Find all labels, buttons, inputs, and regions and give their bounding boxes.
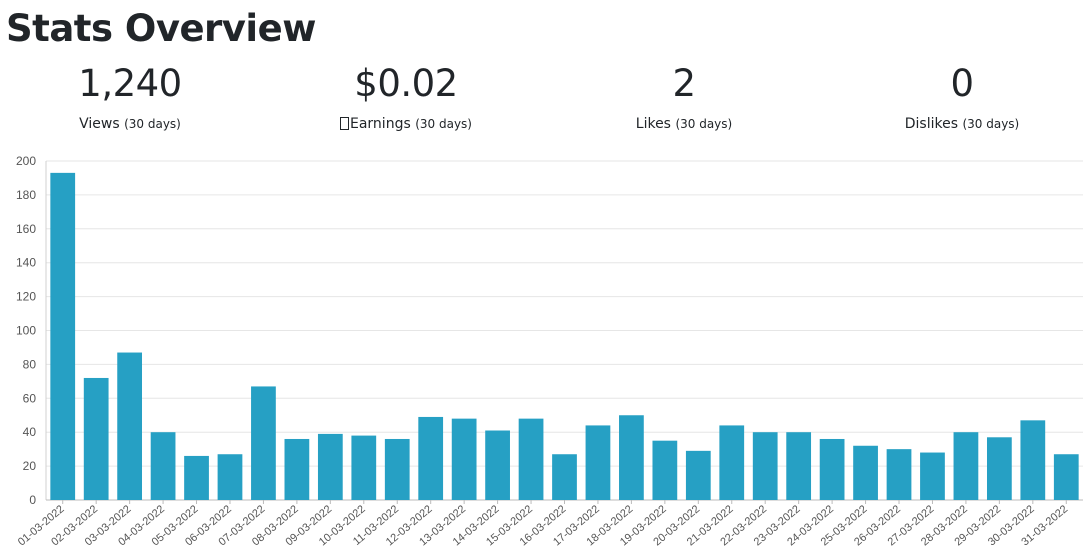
bar[interactable] (619, 415, 644, 500)
views-bar-chart: 02040608010012014016018020001-03-202202-… (16, 154, 1083, 548)
earnings-value: $0.02 (354, 62, 458, 105)
earnings-caption: Earnings (30 days) (276, 116, 536, 132)
views-period: (30 days) (124, 117, 181, 131)
bar[interactable] (284, 438, 310, 500)
y-tick-label: 100 (16, 324, 36, 338)
views-caption: Views (30 days) (0, 116, 260, 132)
bar[interactable] (418, 416, 444, 500)
views-value: 1,240 (78, 62, 182, 105)
bar[interactable] (853, 445, 878, 500)
bar[interactable] (351, 435, 377, 500)
stat-dislikes: 0 Dislikes (30 days) (832, 58, 1086, 132)
bar[interactable] (585, 425, 611, 500)
y-tick-label: 80 (23, 357, 37, 371)
bar[interactable] (485, 430, 510, 500)
bar[interactable] (251, 386, 276, 500)
stat-views: 1,240 Views (30 days) (0, 58, 260, 132)
bar[interactable] (451, 418, 477, 500)
bar[interactable] (50, 172, 76, 501)
bar[interactable] (1020, 420, 1046, 500)
bar[interactable] (719, 425, 745, 500)
bar[interactable] (150, 432, 176, 500)
bar[interactable] (685, 450, 711, 500)
dislikes-period: (30 days) (962, 117, 1020, 131)
bar[interactable] (217, 454, 243, 500)
bar[interactable] (518, 418, 544, 500)
dislikes-caption: Dislikes (30 days) (832, 116, 1086, 132)
bar[interactable] (184, 455, 209, 500)
y-tick-label: 180 (16, 188, 36, 202)
bar[interactable] (920, 452, 945, 500)
views-label: Views (79, 116, 120, 132)
earnings-label: Earnings (350, 116, 411, 132)
likes-caption: Likes (30 days) (554, 116, 814, 132)
bar[interactable] (552, 454, 577, 500)
y-tick-label: 120 (16, 290, 36, 304)
page-title: Stats Overview (6, 7, 316, 50)
dislikes-value: 0 (950, 62, 974, 105)
dislikes-label: Dislikes (904, 116, 959, 132)
earnings-icon (340, 117, 349, 130)
bar[interactable] (819, 438, 845, 500)
y-tick-label: 140 (16, 256, 36, 270)
bar[interactable] (953, 432, 979, 500)
bar[interactable] (786, 432, 812, 500)
bar[interactable] (986, 437, 1012, 500)
bar[interactable] (117, 352, 143, 500)
earnings-period: (30 days) (415, 117, 472, 131)
y-tick-label: 200 (16, 154, 36, 168)
bar[interactable] (317, 433, 343, 500)
likes-label: Likes (635, 116, 671, 132)
stat-earnings: $0.02 Earnings (30 days) (276, 58, 536, 132)
bar[interactable] (83, 377, 109, 500)
bar[interactable] (752, 432, 778, 500)
stat-likes: 2 Likes (30 days) (554, 58, 814, 132)
y-tick-label: 40 (23, 425, 37, 439)
bar[interactable] (652, 440, 678, 500)
y-tick-label: 160 (16, 222, 36, 236)
bar[interactable] (384, 438, 410, 500)
likes-value: 2 (672, 62, 696, 105)
bar[interactable] (1053, 454, 1079, 500)
y-tick-label: 20 (23, 459, 37, 473)
y-tick-label: 60 (23, 391, 37, 405)
bar[interactable] (886, 449, 912, 500)
y-tick-label: 0 (29, 493, 36, 507)
likes-period: (30 days) (675, 117, 733, 131)
